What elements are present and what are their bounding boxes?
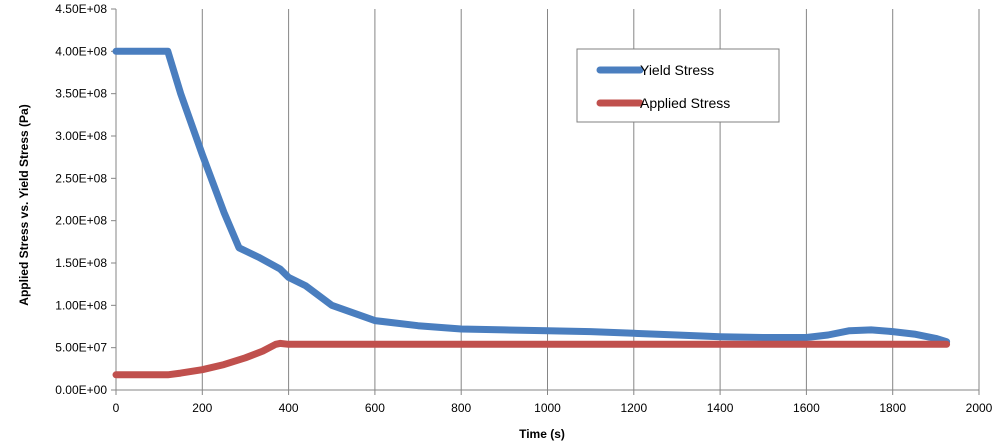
x-tick-label: 1200 bbox=[620, 401, 647, 415]
y-axis-title: Applied Stress vs. Yield Stress (Pa) bbox=[17, 104, 31, 305]
x-axis-ticks: 0 200 400 600 800 1000 1200 1400 1600 1800 2000 bbox=[113, 390, 993, 415]
x-axis-title: Time (s) bbox=[519, 427, 565, 441]
legend-label-applied-stress: Applied Stress bbox=[640, 95, 730, 111]
y-tick-label: 2.00E+08 bbox=[55, 214, 107, 228]
legend: Yield Stress Applied Stress bbox=[576, 48, 780, 123]
x-tick-label: 1400 bbox=[707, 401, 734, 415]
series-lines bbox=[112, 47, 951, 379]
y-tick-label: 0.00E+00 bbox=[55, 383, 107, 397]
x-tick-label: 200 bbox=[192, 401, 212, 415]
y-tick-label: 4.50E+08 bbox=[55, 2, 107, 16]
y-tick-label: 5.00E+07 bbox=[55, 341, 107, 355]
y-axis-ticks: 0.00E+00 5.00E+07 1.00E+08 1.50E+08 2.00E+08… bbox=[55, 2, 116, 397]
x-tick-label: 1000 bbox=[534, 401, 561, 415]
y-tick-label: 2.50E+08 bbox=[55, 171, 107, 185]
y-tick-label: 1.50E+08 bbox=[55, 256, 107, 270]
x-tick-label: 800 bbox=[451, 401, 471, 415]
y-tick-label: 3.00E+08 bbox=[55, 129, 107, 143]
series-line-yield-stress bbox=[112, 47, 951, 346]
gridlines bbox=[201, 9, 980, 390]
legend-box bbox=[576, 48, 780, 123]
series-line-applied-stress bbox=[112, 339, 951, 379]
x-tick-label: 1600 bbox=[793, 401, 820, 415]
x-tick-label: 400 bbox=[279, 401, 299, 415]
x-tick-label: 600 bbox=[365, 401, 385, 415]
y-tick-label: 1.00E+08 bbox=[55, 298, 107, 312]
y-tick-label: 3.50E+08 bbox=[55, 87, 107, 101]
y-tick-label: 4.00E+08 bbox=[55, 44, 107, 58]
x-tick-label: 0 bbox=[113, 401, 120, 415]
x-tick-label: 1800 bbox=[879, 401, 906, 415]
legend-label-yield-stress: Yield Stress bbox=[640, 62, 714, 78]
x-tick-label: 2000 bbox=[966, 401, 993, 415]
